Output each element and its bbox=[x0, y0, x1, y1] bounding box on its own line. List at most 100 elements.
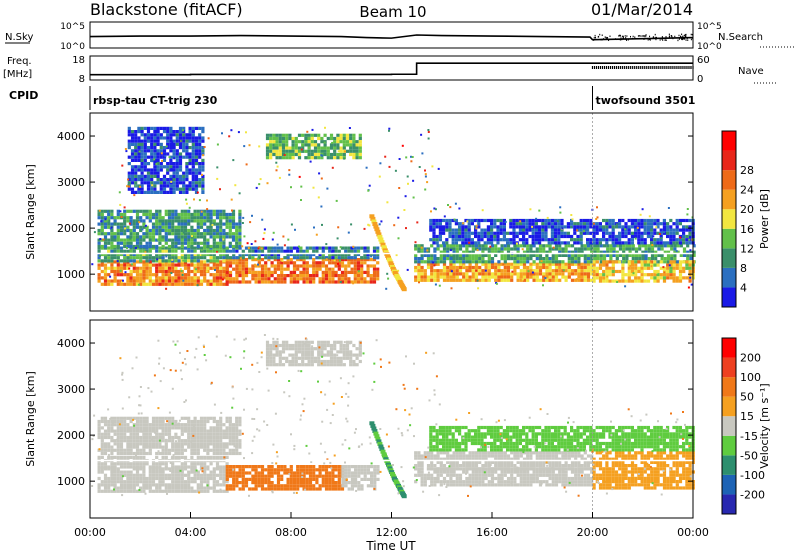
velocity-cell bbox=[513, 477, 516, 480]
power-cell bbox=[522, 229, 525, 232]
power-cell bbox=[187, 259, 190, 262]
velocity-cell bbox=[130, 462, 133, 465]
power-cell bbox=[178, 242, 181, 245]
power-cell bbox=[666, 222, 669, 225]
velocity-cell bbox=[101, 483, 104, 486]
power-cell bbox=[162, 245, 165, 248]
power-cell bbox=[526, 272, 529, 275]
power-cell bbox=[628, 219, 631, 222]
power-cell bbox=[497, 276, 500, 279]
power-cell bbox=[651, 244, 653, 246]
power-cell bbox=[298, 140, 301, 143]
power-cell bbox=[176, 140, 179, 143]
power-cell bbox=[269, 143, 272, 146]
velocity-cell bbox=[424, 483, 427, 486]
power-cell bbox=[322, 247, 325, 250]
power-cell bbox=[558, 260, 561, 263]
power-cell bbox=[166, 178, 169, 181]
power-cell bbox=[538, 238, 541, 241]
power-cell bbox=[142, 235, 145, 238]
velocity-cell bbox=[158, 465, 161, 468]
power-cell bbox=[539, 247, 542, 250]
power-cell bbox=[185, 133, 188, 136]
power-cell bbox=[120, 242, 123, 245]
power-cell bbox=[512, 232, 515, 235]
power-cell bbox=[687, 208, 689, 210]
power-cell bbox=[653, 276, 656, 279]
power-cell bbox=[624, 222, 627, 225]
velocity-cell bbox=[510, 467, 513, 470]
power-cell bbox=[685, 260, 688, 263]
power-cell bbox=[443, 276, 446, 279]
velocity-cell bbox=[433, 480, 436, 483]
power-cell bbox=[593, 247, 596, 250]
velocity-cell bbox=[101, 490, 104, 493]
velocity-cell bbox=[312, 468, 315, 471]
power-cell bbox=[612, 280, 615, 283]
power-cell bbox=[179, 175, 182, 178]
velocity-cell bbox=[433, 483, 436, 486]
power-cell bbox=[226, 247, 229, 250]
power-cell bbox=[481, 276, 484, 279]
velocity-cell bbox=[344, 481, 347, 484]
velocity-cell bbox=[149, 480, 152, 483]
power-cell bbox=[360, 271, 363, 274]
power-cell bbox=[173, 133, 176, 136]
power-cell bbox=[672, 222, 675, 225]
power-cell bbox=[126, 239, 129, 242]
power-cell bbox=[497, 272, 500, 275]
power-cell bbox=[226, 274, 229, 277]
velocity-cell bbox=[165, 456, 168, 459]
power-cell bbox=[306, 250, 309, 253]
power-cell bbox=[612, 222, 615, 225]
power-cell bbox=[660, 237, 662, 239]
velocity-cell bbox=[239, 487, 242, 490]
power-cell bbox=[130, 232, 133, 235]
power-cell bbox=[178, 259, 181, 262]
velocity-cell bbox=[306, 468, 309, 471]
power-cell bbox=[586, 232, 589, 235]
power-cell bbox=[120, 226, 123, 229]
power-cell bbox=[165, 213, 168, 216]
power-cell bbox=[282, 147, 285, 150]
power-cell bbox=[235, 256, 238, 259]
power-cell bbox=[171, 219, 174, 222]
power-cell bbox=[644, 260, 647, 263]
power-cell bbox=[101, 216, 104, 219]
power-cell bbox=[335, 274, 338, 277]
power-cell bbox=[489, 246, 491, 248]
power-cell bbox=[360, 274, 363, 277]
velocity-cell bbox=[258, 478, 261, 481]
power-cell bbox=[440, 257, 443, 260]
power-cell bbox=[238, 219, 241, 222]
power-cell bbox=[430, 210, 432, 212]
power-cell bbox=[429, 222, 432, 225]
power-cell bbox=[532, 272, 534, 274]
power-cell bbox=[169, 162, 172, 165]
power-cell bbox=[192, 165, 195, 168]
power-cell bbox=[533, 279, 536, 282]
velocity-cell bbox=[126, 465, 129, 468]
power-cell bbox=[428, 138, 430, 140]
power-cell bbox=[557, 241, 560, 244]
power-cell bbox=[331, 274, 334, 277]
power-cell bbox=[523, 257, 526, 260]
power-cell bbox=[117, 250, 120, 253]
power-cell bbox=[568, 257, 571, 260]
power-cell bbox=[130, 250, 133, 253]
velocity-cell bbox=[203, 474, 206, 477]
power-cell bbox=[599, 241, 602, 244]
velocity-cell bbox=[187, 487, 190, 490]
power-cell bbox=[171, 259, 173, 261]
power-cell bbox=[304, 156, 307, 159]
velocity-cell bbox=[465, 483, 468, 486]
velocity-cell bbox=[136, 477, 139, 480]
power-cell bbox=[261, 250, 264, 253]
power-cell bbox=[194, 256, 197, 259]
power-cell bbox=[282, 156, 285, 159]
power-cell bbox=[296, 280, 299, 283]
power-cell bbox=[136, 210, 139, 213]
power-cell bbox=[235, 245, 238, 248]
